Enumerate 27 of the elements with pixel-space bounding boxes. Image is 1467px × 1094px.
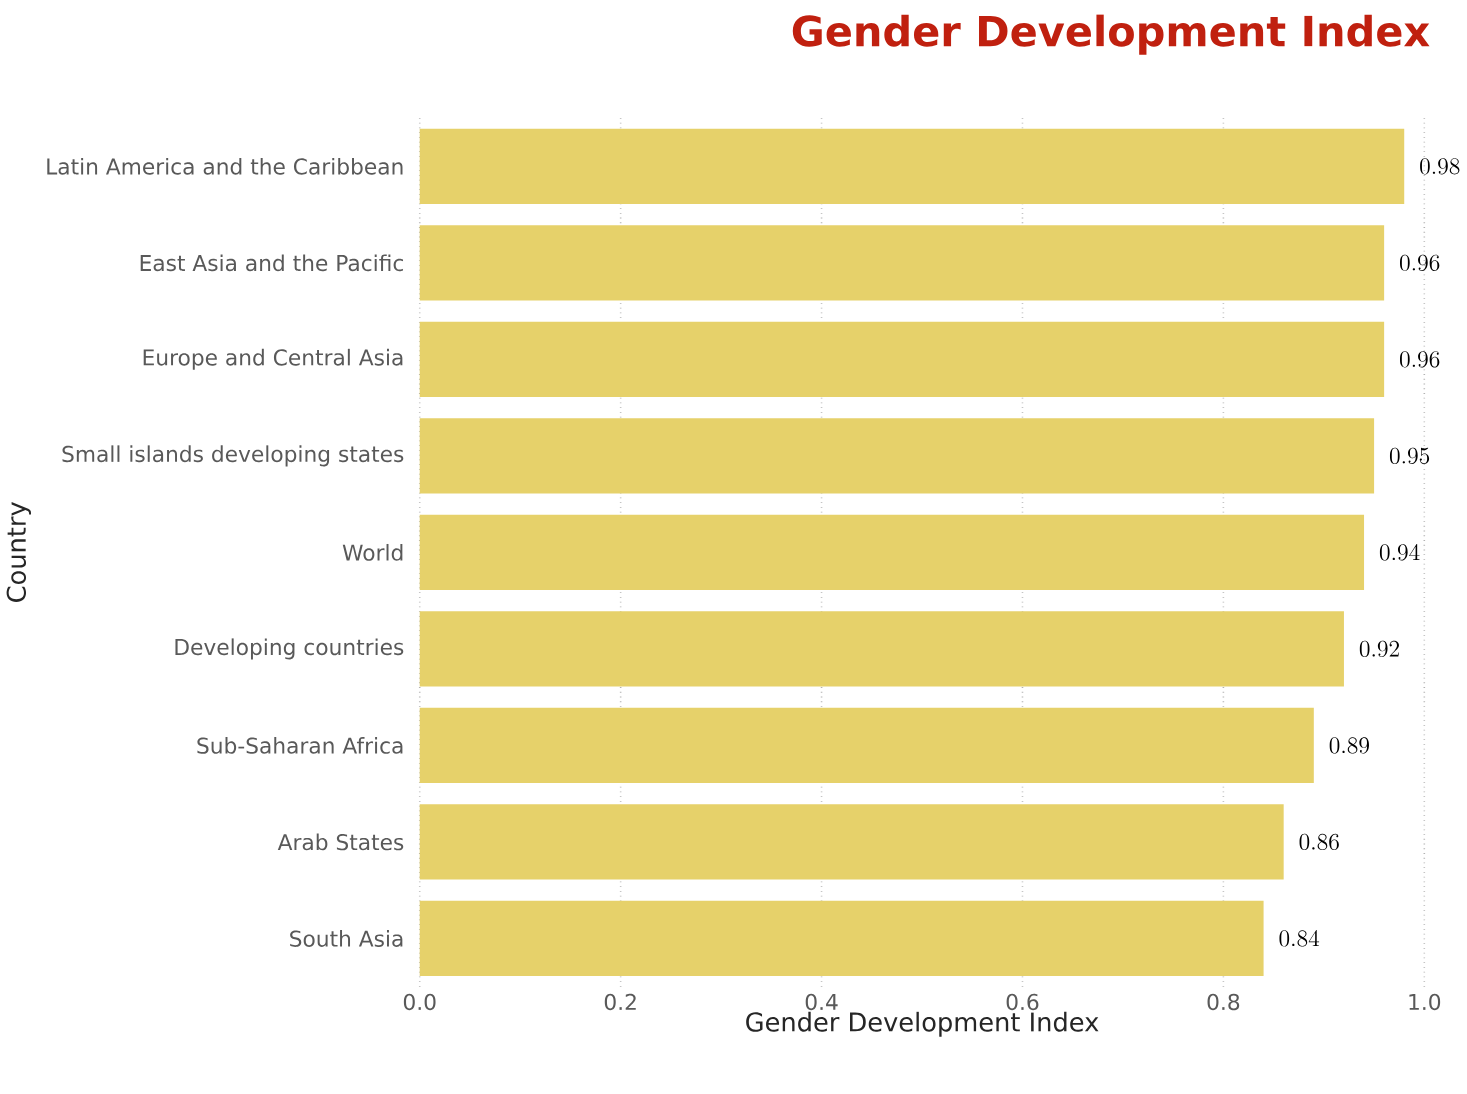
data-label: 0.84 <box>1279 930 1320 947</box>
y-tick-label: World <box>342 544 403 561</box>
x-tick-label: 0.2 <box>604 993 636 1011</box>
x-tick-label: 1.0 <box>1409 993 1441 1011</box>
data-label: 0.86 <box>1299 833 1339 851</box>
y-tick-label: Europe and Central Asia <box>143 348 403 370</box>
x-tick-label: 0.8 <box>1207 993 1240 1011</box>
y-tick-label: Latin America and the Caribbean <box>47 157 403 175</box>
y-tick-label: Small islands developing states <box>62 445 404 467</box>
y-tick-label: Arab States <box>277 833 404 851</box>
chart-title: Gender Development Index <box>792 14 1430 55</box>
data-label: 0.96 <box>1400 254 1440 272</box>
y-tick-label: Sub-Saharan Africa <box>197 737 403 754</box>
data-label: 0.94 <box>1379 544 1420 561</box>
y-tick-label: East Asia and the Pacific <box>140 254 404 272</box>
x-axis-title: Gender Development Index <box>746 1011 1099 1037</box>
data-label: 0.92 <box>1359 640 1399 658</box>
data-label: 0.96 <box>1400 351 1440 368</box>
data-label: 0.98 <box>1420 158 1460 175</box>
y-tick-label: Developing countries <box>175 638 404 660</box>
y-tick-label: South Asia <box>290 930 403 947</box>
x-tick-label: 0.6 <box>1006 993 1039 1011</box>
x-tick-label: 0.0 <box>403 993 436 1011</box>
y-axis-title: Country <box>6 502 31 603</box>
x-tick-label: 0.4 <box>805 993 838 1011</box>
data-label: 0.89 <box>1329 737 1370 754</box>
data-label: 0.95 <box>1389 447 1430 465</box>
